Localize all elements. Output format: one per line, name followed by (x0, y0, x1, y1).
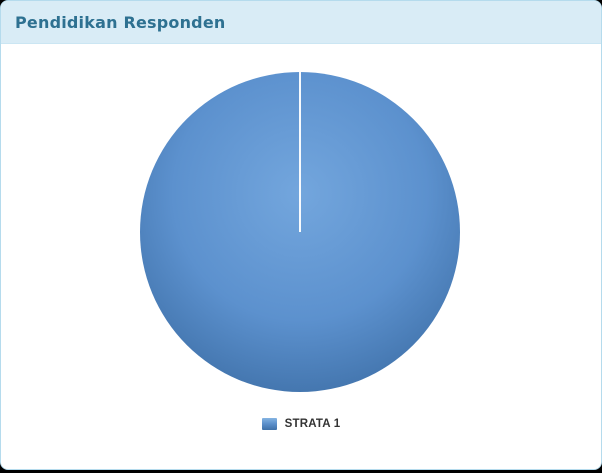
page-title: Pendidikan Responden (15, 12, 226, 32)
legend-label-strata-1[interactable]: STRATA 1 (284, 418, 341, 430)
pie-chart-canvas (140, 72, 460, 392)
pie-chart: STRATA 1 (1, 44, 601, 469)
legend-marker-strata-1[interactable] (261, 418, 277, 430)
chart-legend: STRATA 1 (261, 418, 341, 430)
card-header: Pendidikan Responden (1, 1, 601, 44)
